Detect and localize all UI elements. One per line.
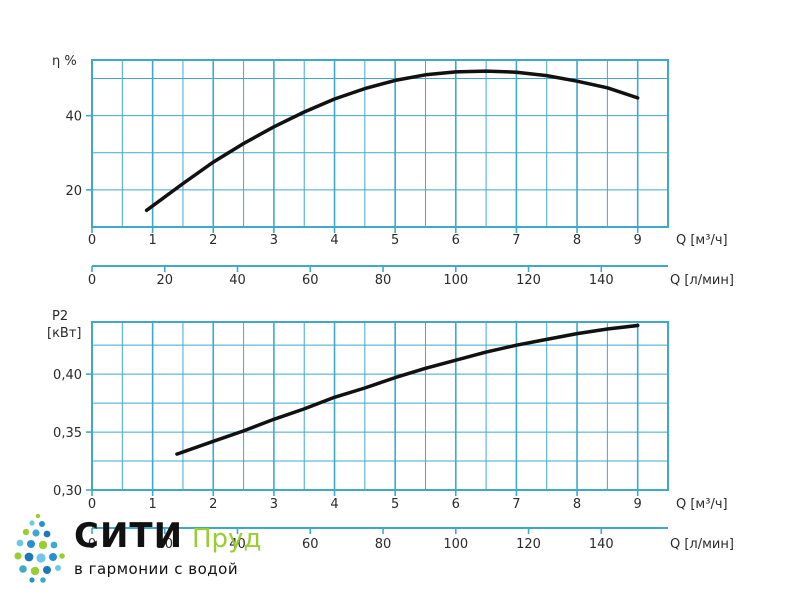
chart-2-x2-tick-label: 40 — [229, 537, 246, 552]
chart-2-x2-axis-label: Q [л/мин] — [670, 537, 734, 552]
chart-2-x-tick-label: 5 — [391, 497, 399, 512]
chart-1-x2-tick-label: 100 — [443, 273, 468, 288]
chart-1-x2-tick-label: 20 — [156, 273, 173, 288]
chart-2-y-axis-label: P2 — [52, 309, 68, 324]
chart-1-plot-frame — [91, 59, 669, 228]
chart-1-x-tick-label: 6 — [452, 233, 460, 248]
chart-2-y-tick-label: 0,40 — [53, 368, 82, 383]
chart-1-y-axis-label: η % — [52, 54, 77, 69]
chart-1-x-tick-label: 7 — [512, 233, 520, 248]
chart-1-y-tick-label: 20 — [65, 184, 82, 199]
chart-1-x-tick-label: 4 — [330, 233, 338, 248]
chart-1-x2-tick-label: 60 — [302, 273, 319, 288]
company-logo: СИТИ Пруд в гармонии с водой — [10, 510, 300, 590]
chart-2-x2-tick-label: 140 — [589, 537, 614, 552]
chart-1-x-tick-label: 8 — [573, 233, 581, 248]
chart-2-x-tick-label: 3 — [270, 497, 278, 512]
chart-2-series-1-line — [175, 323, 640, 456]
chart-1-x2-tick-label: 0 — [88, 273, 96, 288]
chart-2-x-tick-label: 9 — [634, 497, 642, 512]
chart-2-x-tick-label: 6 — [452, 497, 460, 512]
chart-2-x2-tick-label: 120 — [516, 537, 541, 552]
chart-2-y-axis-unit-label: [кВт] — [47, 326, 82, 341]
chart-1-x-axis-label: Q [м³/ч] — [676, 233, 728, 248]
chart-2-x2-tick-label: 60 — [302, 537, 319, 552]
chart-1-x2-axis-label: Q [л/мин] — [670, 273, 734, 288]
chart-1-series-1-line — [144, 69, 640, 213]
chart-2-x-tick-label: 2 — [209, 497, 217, 512]
logo-tagline: в гармонии с водой — [74, 560, 239, 578]
chart-1-x-tick-label: 5 — [391, 233, 399, 248]
chart-1-x2-tick-label: 40 — [229, 273, 246, 288]
chart-1-x2-tick-label: 120 — [516, 273, 541, 288]
chart-1-x-tick-label: 1 — [148, 233, 156, 248]
chart-1-x-tick-label: 2 — [209, 233, 217, 248]
chart-1-x2-tick-label: 140 — [589, 273, 614, 288]
water-drops-icon — [14, 513, 65, 583]
chart-2-x2-tick-label: 100 — [443, 537, 468, 552]
chart-1-x-tick-label: 9 — [634, 233, 642, 248]
chart-1-x-tick-label: 3 — [270, 233, 278, 248]
chart-2-y-tick-label: 0,30 — [53, 484, 82, 499]
chart-1-x2-tick-label: 80 — [375, 273, 392, 288]
chart-2-x-tick-label: 0 — [88, 497, 96, 512]
chart-2-x2-tick-label: 0 — [88, 537, 96, 552]
chart-2-x-axis-label: Q [м³/ч] — [676, 497, 728, 512]
chart-2-y-tick-label: 0,35 — [53, 426, 82, 441]
logo-brand-accent: Пруд — [192, 524, 262, 554]
chart-2-plot-frame — [91, 321, 669, 491]
chart-2-x2-tick-label: 20 — [156, 537, 173, 552]
chart-2-x-tick-label: 4 — [330, 497, 338, 512]
chart-1-x-tick-label: 0 — [88, 233, 96, 248]
chart-2-x-tick-label: 1 — [148, 497, 156, 512]
chart-2-x-tick-label: 8 — [573, 497, 581, 512]
chart-1-y-tick-label: 40 — [65, 110, 82, 125]
logo-brand-name: СИТИ — [74, 516, 184, 556]
chart-2-x2-tick-label: 80 — [375, 537, 392, 552]
chart-2-x-tick-label: 7 — [512, 497, 520, 512]
